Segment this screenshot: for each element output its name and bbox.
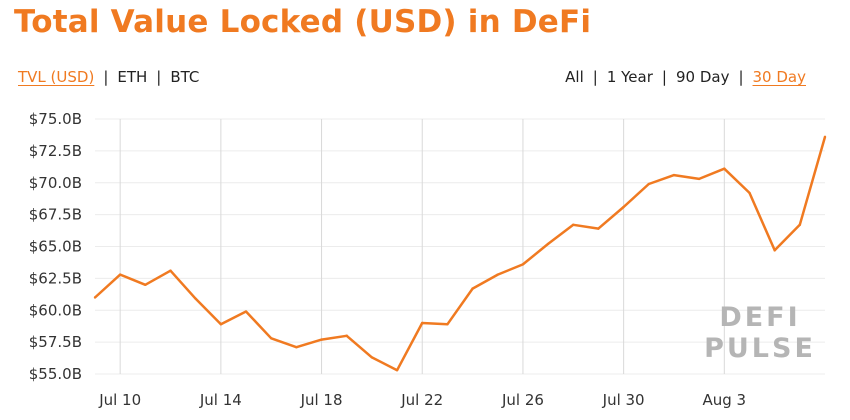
range-option-1-year[interactable]: 1 Year (606, 68, 653, 86)
data-point (295, 346, 298, 349)
data-point (697, 177, 701, 181)
separator: | (156, 68, 162, 86)
data-point (320, 338, 323, 341)
data-point (823, 135, 827, 139)
y-tick-label: $65.0B (29, 238, 82, 256)
metric-option-tvl-usd[interactable]: TVL (USD) (18, 68, 95, 86)
data-point (471, 287, 474, 290)
x-tick-label: Jul 30 (602, 391, 645, 409)
watermark-line-2: PULSE (704, 333, 816, 364)
data-point (395, 368, 399, 372)
separator: | (103, 68, 109, 86)
data-point (773, 249, 776, 252)
range-option-30-day[interactable]: 30 Day (752, 68, 806, 86)
range-option-all[interactable]: All (565, 68, 584, 86)
x-tick-label: Aug 3 (703, 391, 747, 409)
separator: | (592, 68, 598, 86)
x-tick-label: Jul 22 (400, 391, 443, 409)
tvl-series-line (94, 136, 827, 372)
data-point (169, 269, 172, 272)
data-point (270, 337, 273, 340)
data-point (496, 273, 499, 276)
data-point (672, 173, 676, 177)
data-point (244, 310, 248, 313)
separator: | (661, 68, 667, 86)
data-point (521, 263, 525, 266)
chart-series (94, 136, 827, 372)
watermark-line-1: DEFI (719, 302, 800, 333)
data-point (345, 334, 348, 337)
data-point (647, 182, 650, 186)
page-title: Total Value Locked (USD) in DeFi (14, 4, 592, 40)
y-axis-ticks: $55.0B $57.5B $60.0B $62.5B $65.0B $67.5B $70.… (29, 110, 82, 383)
data-point (93, 296, 97, 299)
separator: | (738, 68, 744, 86)
data-point (144, 283, 147, 286)
data-point (572, 223, 575, 227)
metric-option-eth[interactable]: ETH (117, 68, 148, 86)
y-tick-label: $72.5B (29, 142, 82, 160)
data-point (421, 321, 424, 325)
data-point (723, 167, 726, 170)
y-tick-label: $55.0B (29, 365, 82, 383)
x-tick-label: Jul 26 (501, 391, 544, 409)
data-point (597, 227, 600, 230)
range-option-90-day[interactable]: 90 Day (675, 68, 730, 86)
data-points (93, 135, 827, 372)
x-tick-label: Jul 18 (300, 391, 343, 409)
data-point (370, 356, 374, 359)
data-point (622, 205, 625, 209)
data-point (798, 223, 802, 227)
y-tick-label: $60.0B (29, 301, 82, 319)
x-tick-label: Jul 10 (98, 391, 141, 409)
data-point (446, 323, 449, 326)
y-tick-label: $67.5B (29, 206, 82, 224)
y-tick-label: $57.5B (29, 333, 82, 351)
data-point (546, 242, 550, 246)
data-point (219, 323, 223, 326)
range-toggle: All | 1 Year | 90 Day | 30 Day (565, 68, 806, 86)
x-axis-ticks: Jul 10 Jul 14 Jul 18 Jul 22 Jul 26 Jul 30 Aug … (98, 391, 746, 409)
data-point (118, 273, 122, 276)
metric-option-btc[interactable]: BTC (170, 68, 200, 86)
chart-grid (95, 118, 825, 375)
y-tick-label: $70.0B (29, 174, 82, 192)
data-point (194, 297, 197, 300)
metric-toggle: TVL (USD) | ETH | BTC (18, 68, 199, 86)
y-tick-label: $62.5B (29, 269, 82, 287)
data-point (748, 191, 751, 195)
x-tick-label: Jul 14 (199, 391, 242, 409)
y-tick-label: $75.0B (29, 110, 82, 128)
